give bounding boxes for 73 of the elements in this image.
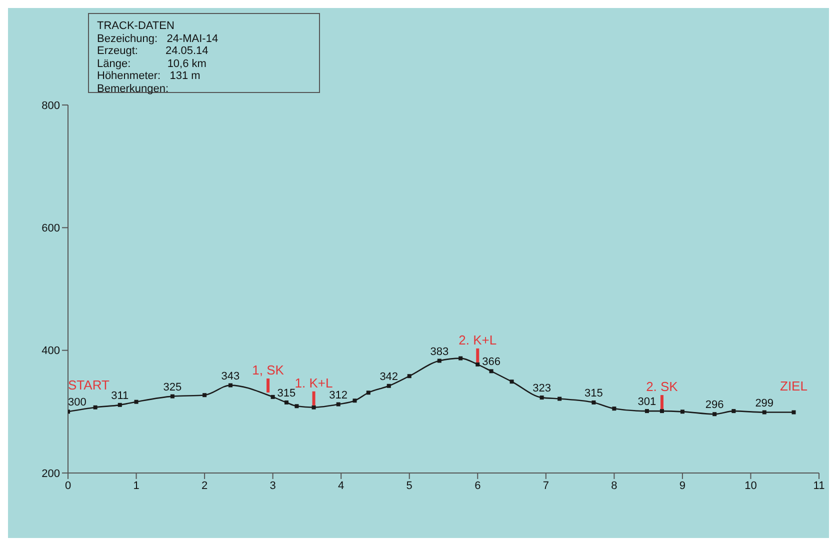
- annotation: 1, SK: [252, 362, 284, 378]
- point: [540, 396, 544, 400]
- x-tick-label: 11: [813, 480, 825, 492]
- data-label: 301: [638, 396, 656, 408]
- point: [612, 406, 616, 411]
- point: [284, 400, 288, 404]
- y-tick-label: 200: [42, 468, 60, 480]
- point: [312, 405, 316, 410]
- point: [458, 356, 463, 360]
- point: [366, 390, 370, 395]
- point: [336, 402, 340, 406]
- text: Länge: 10,6 km: [97, 58, 208, 70]
- annotation: 1. K+L: [294, 375, 333, 390]
- point: [762, 410, 766, 414]
- data-label: 296: [705, 399, 724, 412]
- point: [489, 369, 494, 374]
- point: [592, 400, 596, 404]
- y-tick-label: 800: [42, 100, 60, 112]
- x-tick-label: 10: [744, 480, 757, 492]
- point: [134, 400, 138, 404]
- data-label: 366: [482, 356, 500, 368]
- y-tick-label: 400: [42, 345, 60, 358]
- data-label: 299: [755, 397, 774, 410]
- point: [352, 398, 357, 403]
- data-label: 343: [221, 370, 240, 382]
- point: [558, 396, 562, 401]
- x-tick-label: 6: [474, 480, 481, 492]
- x-tick-label: 2: [201, 480, 208, 492]
- x-tick-label: 1: [133, 480, 140, 492]
- x-tick-label: 0: [64, 480, 72, 492]
- point: [792, 410, 796, 414]
- point: [228, 383, 232, 388]
- x-tick-label: 8: [611, 480, 618, 492]
- x-tick-label: 7: [542, 480, 549, 492]
- annotation: 2. K+L: [458, 332, 497, 348]
- data-label: 342: [380, 370, 398, 383]
- text: Höhenmeter: 131 m: [97, 70, 202, 82]
- point: [476, 362, 480, 366]
- y-tick-label: 600: [42, 222, 60, 235]
- x-tick-label: 9: [679, 480, 686, 492]
- data-label: 312: [329, 389, 348, 402]
- point: [294, 404, 299, 408]
- text: Erzeugt: 24.05.14: [97, 45, 210, 58]
- point: [712, 412, 717, 416]
- point: [660, 409, 664, 414]
- annotation: 2. SK: [646, 379, 678, 394]
- point: [386, 384, 391, 388]
- data-label: 315: [584, 387, 603, 400]
- point: [118, 402, 122, 407]
- data-label: 323: [532, 382, 551, 395]
- data-label: 315: [277, 387, 296, 400]
- x-tick-label: 4: [338, 480, 344, 492]
- x-tick-label: 3: [270, 480, 276, 492]
- point: [170, 394, 174, 398]
- point: [644, 409, 649, 414]
- annotation: START: [68, 378, 110, 393]
- data-label: 300: [68, 396, 86, 409]
- text: Bezeichung: 24-MAI-14: [97, 32, 220, 45]
- text: TRACK-DATEN: [97, 20, 176, 32]
- point: [732, 409, 736, 414]
- point: [407, 374, 412, 378]
- point: [202, 393, 207, 398]
- point: [510, 380, 514, 384]
- point: [680, 410, 684, 414]
- data-label: 383: [430, 346, 449, 358]
- data-label: 311: [111, 390, 129, 402]
- text: Bemerkungen:: [97, 82, 170, 95]
- annotation: ZIEL: [780, 378, 808, 394]
- point: [437, 358, 442, 363]
- data-label: 325: [163, 381, 182, 394]
- point: [93, 405, 98, 410]
- point: [270, 394, 275, 399]
- x-tick-label: 5: [406, 480, 412, 492]
